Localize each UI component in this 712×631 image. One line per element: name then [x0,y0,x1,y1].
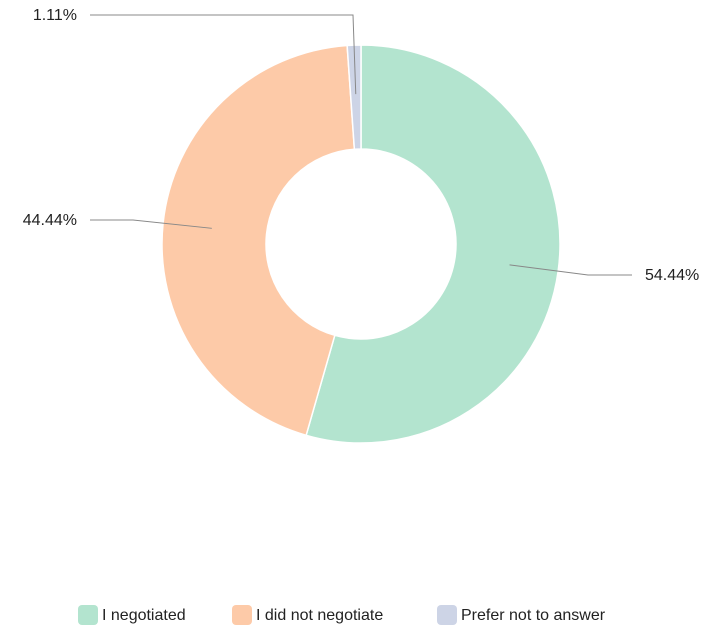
donut-segment [161,44,356,437]
donut-segment [305,44,561,444]
leader-line [90,219,212,229]
legend-label: I did not negotiate [256,607,383,624]
legend-label: Prefer not to answer [461,607,606,624]
leader-line [509,264,632,276]
legend-swatch [78,605,98,625]
legend-swatch [437,605,457,625]
leader-line [90,14,357,95]
data-label: 44.44% [23,212,77,229]
legend-swatch [232,605,252,625]
data-label: 1.11% [33,7,77,24]
donut-segment [346,44,362,151]
legend-label: I negotiated [102,607,186,624]
data-label: 54.44% [645,267,699,284]
